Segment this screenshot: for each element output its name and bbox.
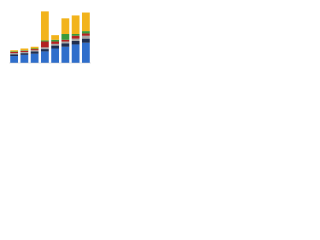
bar-segment: [81, 38, 90, 43]
bar-segment: [20, 53, 29, 55]
bar-segment: [61, 41, 70, 44]
bar-segment: [30, 46, 39, 49]
bar-segment: [51, 43, 60, 46]
bar-segment: [71, 44, 80, 63]
body: (() => { const data = JSON.parse(documen…: [0, 0, 320, 71]
bar-segment: [10, 51, 19, 54]
bar-segment: [81, 33, 90, 36]
bar-segment: [81, 42, 90, 63]
bar-segment: [81, 31, 90, 34]
bar-segment: [20, 54, 29, 63]
bar-segment: [40, 49, 49, 52]
bar-segment: [81, 35, 90, 39]
page: {"chart_data": {"type": "stacked-bar", "…: [0, 0, 320, 71]
bar-segment: [30, 49, 39, 51]
bar-segment: [51, 35, 60, 40]
bar-segment: [40, 11, 49, 41]
chart: [0, 0, 100, 71]
bar-segment: [10, 54, 19, 57]
bar-segment: [40, 51, 49, 63]
bar-segment: [40, 47, 49, 50]
bar-segment: [71, 15, 80, 35]
bar-segment: [30, 51, 39, 54]
bar-segment: [61, 43, 70, 47]
bar-segment: [71, 40, 80, 45]
bar-segment: [71, 34, 80, 36]
bar-segment: [61, 46, 70, 63]
bar-segment: [61, 34, 70, 40]
bar-segment: [51, 39, 60, 42]
bar-segment: [61, 39, 70, 42]
bar-segment: [20, 48, 29, 51]
bar-segment: [71, 35, 80, 39]
bar-segment: [30, 53, 39, 63]
bar-segment: [20, 51, 29, 54]
bar-segment: [10, 56, 19, 63]
bar-segment: [81, 12, 90, 32]
bar-segment: [51, 45, 60, 49]
bar-segment: [61, 18, 70, 34]
bar-segment: [10, 51, 19, 52]
bar-segment: [51, 48, 60, 63]
bar-segment: [30, 48, 39, 50]
bar-segment: [10, 50, 19, 52]
bar-segment: [40, 41, 49, 48]
bar-segment: [71, 38, 80, 41]
bar-segment: [20, 50, 29, 52]
bar-segment: [40, 40, 49, 42]
bar-segment: [20, 50, 29, 51]
bar-segment: [30, 50, 39, 52]
bar-segment: [10, 53, 19, 55]
bar-segment: [51, 41, 60, 44]
